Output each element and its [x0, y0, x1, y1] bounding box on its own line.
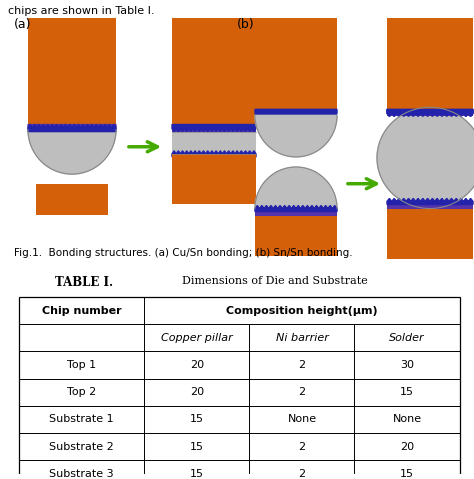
Bar — [255, 18, 337, 109]
Text: (b): (b) — [237, 18, 255, 31]
Text: Copper pillar: Copper pillar — [161, 333, 233, 343]
Text: Substrate 3: Substrate 3 — [49, 469, 114, 479]
Text: Ni barrier: Ni barrier — [275, 333, 328, 343]
Text: 2: 2 — [299, 469, 306, 479]
Text: 30: 30 — [400, 360, 414, 370]
Bar — [387, 109, 473, 114]
Bar — [255, 208, 337, 216]
Bar — [387, 18, 473, 109]
Text: 2: 2 — [299, 442, 306, 452]
Bar — [28, 18, 116, 125]
Text: 2: 2 — [299, 387, 306, 397]
Bar — [28, 125, 116, 128]
Polygon shape — [255, 167, 337, 208]
Bar — [28, 127, 116, 132]
Polygon shape — [172, 151, 256, 157]
Bar — [255, 109, 337, 116]
Text: Dimensions of Die and Substrate: Dimensions of Die and Substrate — [182, 276, 368, 286]
Text: Composition height(μm): Composition height(μm) — [227, 306, 378, 316]
Polygon shape — [255, 109, 337, 116]
Text: Top 1: Top 1 — [67, 360, 96, 370]
Polygon shape — [387, 109, 473, 116]
Text: Chip number: Chip number — [42, 306, 121, 316]
Polygon shape — [28, 125, 116, 132]
Text: chips are shown in Table I.: chips are shown in Table I. — [8, 6, 155, 16]
Text: Fig.1.  Bonding structures. (a) Cu/Sn bonding; (b) Sn/Sn bonding.: Fig.1. Bonding structures. (a) Cu/Sn bon… — [14, 248, 353, 258]
Polygon shape — [377, 107, 474, 208]
Bar — [387, 18, 473, 109]
Text: Top 2: Top 2 — [67, 387, 96, 397]
Text: Solder: Solder — [389, 333, 425, 343]
Text: 20: 20 — [190, 387, 204, 397]
Polygon shape — [387, 109, 473, 116]
Text: Substrate 1: Substrate 1 — [49, 414, 114, 424]
Text: None: None — [392, 414, 421, 424]
Polygon shape — [172, 125, 256, 132]
Text: 15: 15 — [190, 414, 204, 424]
Text: 15: 15 — [190, 442, 204, 452]
Text: 15: 15 — [400, 387, 414, 397]
Bar — [255, 109, 337, 114]
Bar — [255, 216, 337, 256]
Bar — [36, 184, 108, 215]
Text: (a): (a) — [14, 18, 31, 31]
Text: 20: 20 — [190, 360, 204, 370]
Text: 20: 20 — [400, 442, 414, 452]
Polygon shape — [387, 198, 473, 205]
Text: TABLE I.: TABLE I. — [55, 276, 113, 289]
Text: 15: 15 — [190, 469, 204, 479]
Polygon shape — [255, 115, 337, 157]
Bar — [28, 18, 116, 94]
Bar — [172, 125, 256, 128]
Text: None: None — [287, 414, 317, 424]
Bar — [387, 202, 473, 205]
Text: Substrate 2: Substrate 2 — [49, 442, 114, 452]
Bar — [255, 208, 337, 212]
Bar — [387, 202, 473, 208]
Polygon shape — [28, 129, 116, 174]
Bar — [387, 208, 473, 259]
Bar — [172, 154, 256, 157]
Bar — [387, 109, 473, 114]
Text: 15: 15 — [400, 469, 414, 479]
Bar — [387, 109, 473, 116]
Polygon shape — [28, 125, 116, 132]
Bar — [172, 125, 256, 132]
Bar — [172, 132, 256, 154]
Text: 2: 2 — [299, 360, 306, 370]
Polygon shape — [255, 205, 337, 212]
Bar — [387, 109, 473, 116]
Bar — [172, 18, 256, 125]
Bar — [172, 154, 256, 205]
